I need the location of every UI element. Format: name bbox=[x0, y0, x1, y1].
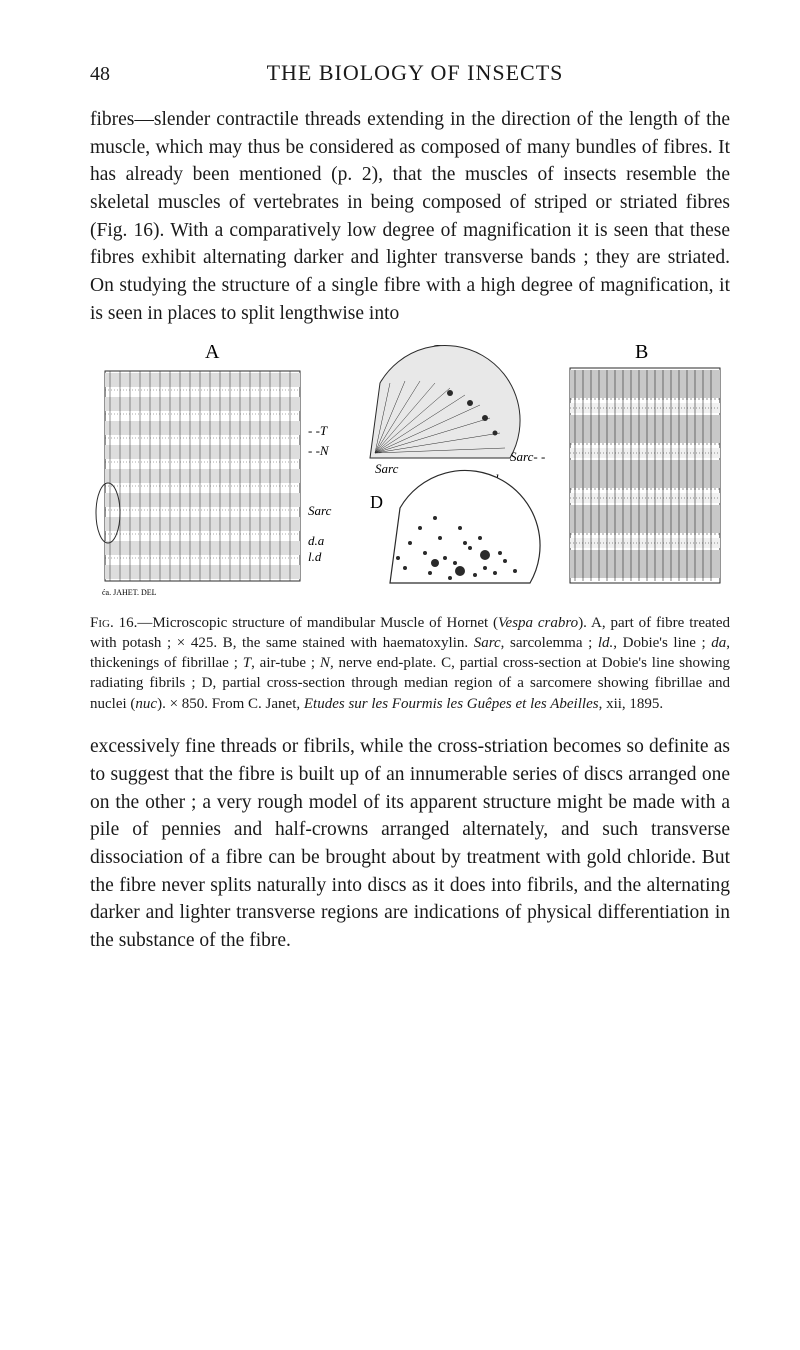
panel-C: Sarc Sarc- - nuc l.d. bbox=[370, 345, 545, 486]
label-da: d.a bbox=[308, 533, 325, 548]
figure-caption: Fig. 16.—Microscopic structure of mandib… bbox=[90, 613, 730, 714]
caption-source: Etudes sur les Fourmis les Guêpes et les… bbox=[304, 696, 599, 712]
caption-after-nuc: ). × 850. From C. Janet, bbox=[157, 696, 304, 712]
label-A: A bbox=[205, 343, 220, 363]
caption-after-T: , air-tube ; bbox=[251, 655, 320, 671]
caption-ld: ld. bbox=[598, 635, 613, 651]
page-container: 48 THE BIOLOGY OF INSECTS fibres—slender… bbox=[0, 0, 800, 1020]
panel-B bbox=[570, 368, 720, 583]
panel-A: - -T - -N Sarc d.a l.d ća. JAHET. DEL bbox=[96, 368, 332, 597]
caption-N: N bbox=[320, 655, 330, 671]
caption-prefix: Fig. 16. bbox=[90, 615, 137, 631]
label-D: D bbox=[370, 492, 383, 512]
figure-16: A C B bbox=[90, 343, 730, 603]
label-Sarc-C: Sarc bbox=[375, 461, 399, 476]
label-Sarc-A: Sarc bbox=[308, 503, 332, 518]
figure-svg: A C B bbox=[90, 343, 730, 598]
paragraph-2: excessively fine threads or fibrils, whi… bbox=[90, 733, 730, 955]
page-number: 48 bbox=[90, 63, 110, 86]
caption-body: —Microscopic structure of mandibular Mus… bbox=[137, 615, 498, 631]
caption-after-ld: , Dobie's line ; bbox=[613, 635, 711, 651]
caption-end: , xii, 1895. bbox=[599, 696, 664, 712]
label-Sarc-C2: Sarc- - bbox=[510, 449, 545, 464]
page-header: 48 THE BIOLOGY OF INSECTS bbox=[90, 60, 730, 86]
panel-D: D bbox=[370, 470, 540, 583]
paragraph-1: fibres—slender contractile threads exten… bbox=[90, 106, 730, 328]
figure-credit: ća. JAHET. DEL bbox=[102, 588, 157, 597]
page-title: THE BIOLOGY OF INSECTS bbox=[200, 60, 630, 86]
caption-after-sarc: , sarcolemma ; bbox=[501, 635, 598, 651]
label-ld-A: l.d bbox=[308, 549, 322, 564]
label-T: - -T bbox=[308, 423, 328, 438]
label-N: - -N bbox=[308, 443, 330, 458]
caption-T: T bbox=[243, 655, 251, 671]
caption-species: Vespa crabro bbox=[498, 615, 578, 631]
caption-sarc: Sarc bbox=[474, 635, 501, 651]
label-B: B bbox=[635, 343, 648, 363]
caption-nuc: nuc bbox=[135, 696, 157, 712]
caption-da: da bbox=[711, 635, 726, 651]
